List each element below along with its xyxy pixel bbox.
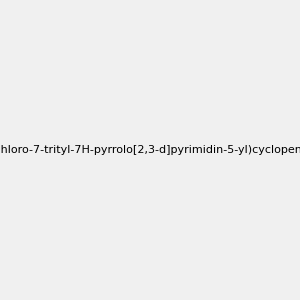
Text: 1-(4-chloro-7-trityl-7H-pyrrolo[2,3-d]pyrimidin-5-yl)cyclopentanol: 1-(4-chloro-7-trityl-7H-pyrrolo[2,3-d]py… xyxy=(0,145,300,155)
